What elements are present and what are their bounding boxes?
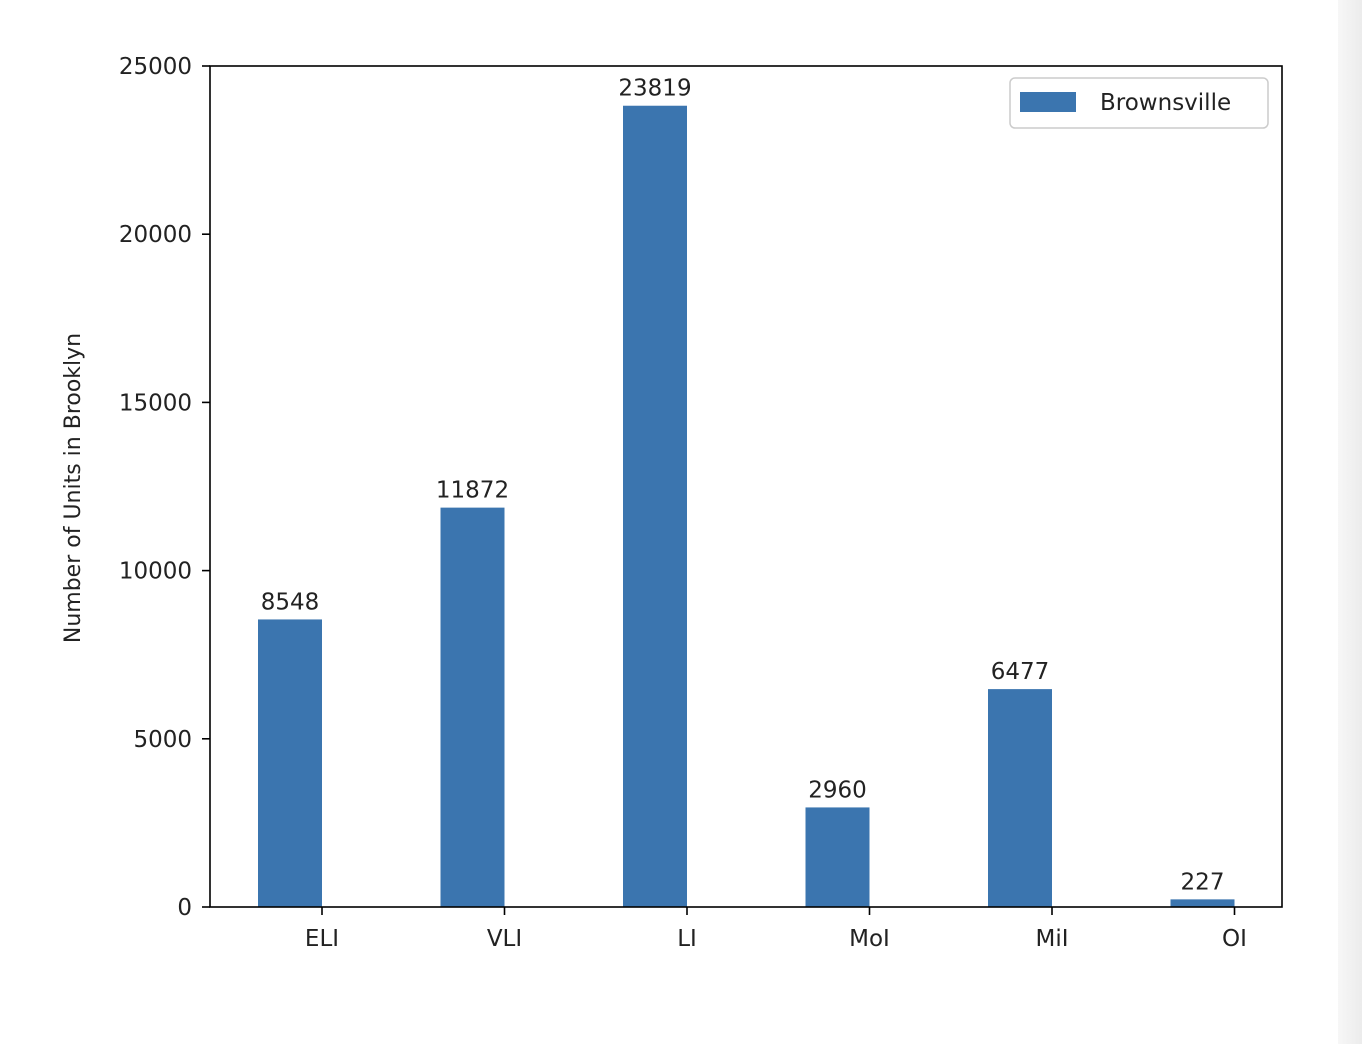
bar-li [623, 105, 687, 908]
bar-value-label: 6477 [991, 659, 1050, 685]
bar-value-label: 23819 [618, 76, 691, 102]
y-tick-label: 15000 [119, 390, 192, 416]
data-labels-layer: 8548 11872 23819 2960 6477 227 [261, 76, 1225, 896]
legend-swatch [1020, 92, 1076, 112]
bar-eli [258, 619, 322, 907]
legend-label: Brownsville [1100, 90, 1231, 116]
bar-oi [1170, 899, 1235, 907]
bar-value-label: 227 [1181, 869, 1225, 895]
y-axis: 0 5000 10000 15000 20000 25000 [119, 54, 210, 921]
bar-value-label: 11872 [436, 478, 509, 504]
y-axis-label: Number of Units in Brooklyn [61, 333, 86, 643]
x-tick-label: MoI [849, 926, 890, 952]
plot-frame [209, 65, 1283, 908]
bar-moi [805, 807, 870, 907]
x-tick-label: VLI [487, 926, 522, 952]
x-tick-label: MiI [1035, 926, 1068, 952]
y-tick-label: 5000 [133, 727, 192, 753]
bar-value-label: 8548 [261, 589, 320, 615]
x-tick-label: OI [1222, 926, 1247, 952]
bar-chart: 8548 11872 23819 2960 6477 227 0 5000 10000 1500… [61, 54, 1283, 952]
scrollbar-track[interactable] [1338, 0, 1362, 1044]
x-tick-label: LI [677, 926, 697, 952]
x-tick-label: ELI [305, 926, 339, 952]
bars-layer [258, 105, 1235, 908]
legend-box [1009, 77, 1269, 129]
bar-mii [988, 689, 1052, 907]
x-axis: ELI VLI LI MoI MiI OI [305, 907, 1247, 952]
y-tick-label: 25000 [119, 54, 192, 80]
y-tick-label: 0 [177, 895, 192, 921]
y-tick-label: 20000 [119, 222, 192, 248]
bar-vli [440, 507, 505, 907]
y-tick-label: 10000 [119, 559, 192, 585]
legend: Brownsville [1009, 77, 1269, 129]
bar-value-label: 2960 [808, 777, 867, 803]
